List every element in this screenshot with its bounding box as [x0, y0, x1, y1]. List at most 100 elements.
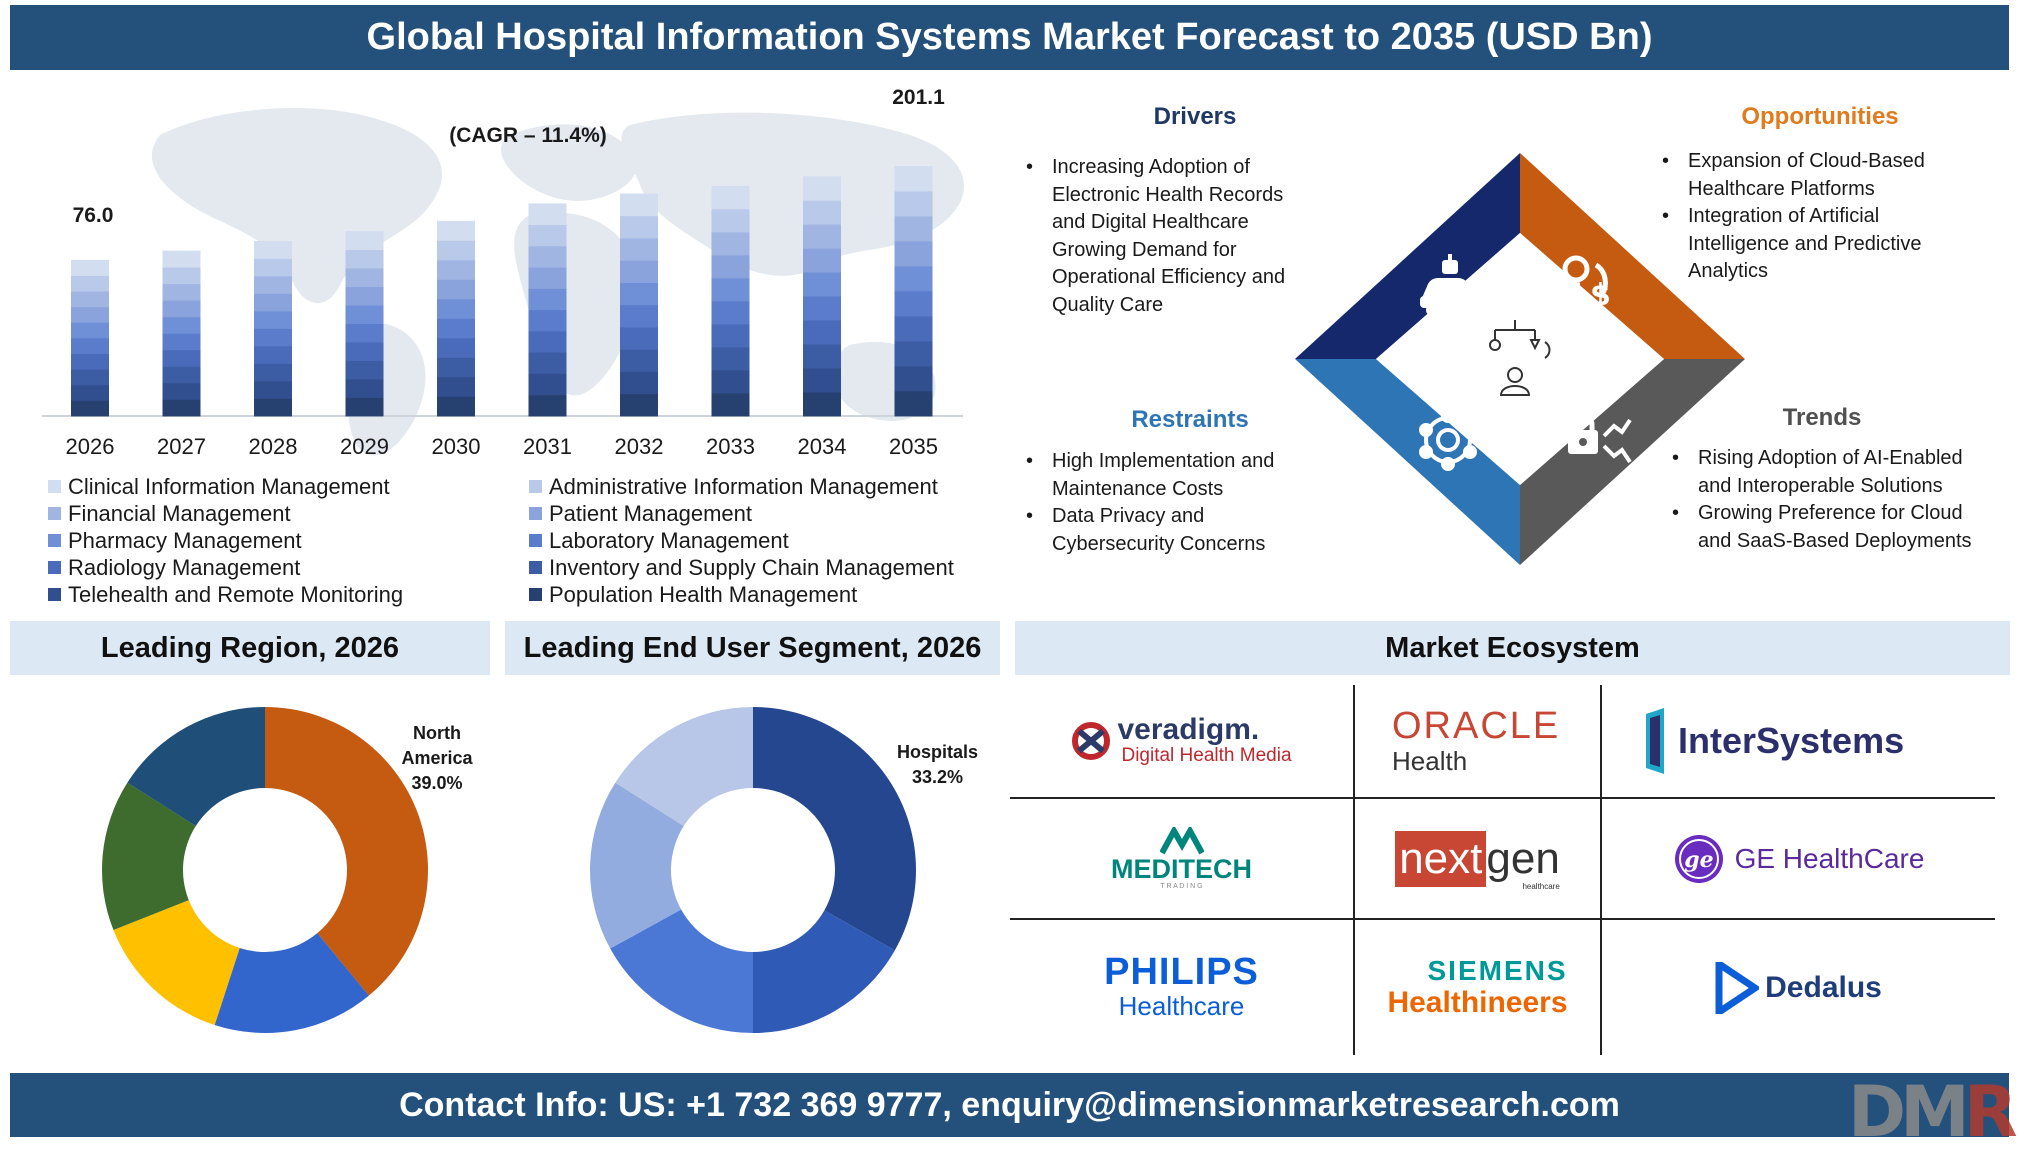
bar-segment [894, 191, 933, 217]
person-idea-icon [1489, 320, 1551, 396]
bar-2027 [162, 250, 201, 417]
bar-segment [803, 200, 841, 225]
grid-divider [1010, 797, 1995, 799]
bar-segment [71, 337, 109, 354]
bar-segment [71, 306, 109, 323]
siemens-sub: Healthineers [1387, 985, 1568, 1019]
legend-label: Administrative Information Management [549, 474, 938, 499]
restraint-line: Data Privacy and [1052, 505, 1205, 527]
bar-segment [345, 397, 384, 417]
bar-segment [162, 316, 201, 334]
bar-segment [620, 304, 658, 328]
meditech-mark-icon [1159, 827, 1204, 855]
philips-name: PHILIPS [1104, 951, 1259, 993]
bar-segment [71, 259, 109, 276]
legend-item-pharmacy: Pharmacy Management [48, 527, 403, 554]
veradigm-mark-icon [1072, 722, 1111, 760]
bar-segment [711, 277, 750, 302]
bar-segment [528, 267, 567, 289]
legend-item-clinical: Clinical Information Management [48, 473, 403, 500]
drivers-diamond: $ [1295, 153, 1745, 565]
bar-segment [894, 241, 933, 267]
donut-slice-4 [127, 707, 266, 827]
trend-item: Growing Preference for Cloud and SaaS-Ba… [1668, 500, 1972, 555]
opportunities-title: Opportunities [1741, 103, 1899, 130]
region-highlight-label: North America 39.0% [392, 721, 482, 796]
x-tick-label: 2031 [523, 434, 572, 459]
legend-item-population: Population Health Management [529, 581, 954, 608]
region-label-line1: North [413, 723, 461, 743]
end-user-highlight-label: Hospitals 33.2% [890, 740, 985, 790]
legend-label: Telehealth and Remote Monitoring [68, 582, 404, 607]
bar-segment [345, 323, 384, 343]
total-value-label: 76.0 [73, 204, 114, 227]
bar-segment [254, 380, 292, 399]
bar-segment [620, 393, 658, 417]
dmr-logo-part-b: R [1963, 1071, 2018, 1153]
legend-left: Clinical Information Management Financia… [48, 473, 403, 608]
bar-segment [162, 300, 201, 318]
opportunity-line: Expansion of Cloud-Based [1688, 150, 1925, 172]
cagr-annotation: (CAGR – 11.4%) [449, 124, 607, 147]
bar-2032 [620, 193, 658, 417]
end-user-donut-chart [590, 707, 916, 1033]
donut-slice-1 [214, 933, 369, 1033]
drivers-title: Drivers [1153, 103, 1237, 130]
legend-label: Radiology Management [68, 555, 301, 580]
x-tick-label: 2028 [249, 434, 298, 459]
legend-label: Financial Management [68, 501, 291, 526]
robot-car-icon [1420, 254, 1476, 316]
legend-item-administrative: Administrative Information Management [529, 473, 954, 500]
gear-network-icon [1419, 409, 1477, 471]
donut-slice-0 [753, 707, 916, 951]
bar-segment [162, 399, 201, 417]
grid-divider [1600, 685, 1602, 1055]
bar-segment [162, 349, 201, 367]
bar-segment [528, 394, 567, 417]
logo-oracle: ORACLE Health [1355, 685, 1600, 797]
bar-segment [711, 254, 750, 279]
bar-segment [711, 323, 750, 348]
grid-divider [1010, 918, 1995, 920]
end-user-value-label: 33.2% [911, 767, 964, 787]
x-tick-label: 2035 [889, 434, 938, 459]
bar-segment [711, 369, 750, 394]
nextgen-part-b: gen [1486, 833, 1560, 883]
bar-segment [894, 316, 933, 342]
bar-segment [254, 310, 292, 329]
legend-swatch [529, 480, 542, 493]
trend-line: and Interoperable Solutions [1698, 474, 1943, 497]
bar-segment [528, 224, 567, 247]
end-user-label-line1: Hospitals [896, 742, 979, 762]
x-tick-label: 2026 [66, 434, 115, 459]
trend-line: and SaaS-Based Deployments [1698, 529, 1972, 552]
bar-segment [437, 396, 475, 417]
legend-item-radiology: Radiology Management [48, 554, 403, 581]
bar-segment [254, 293, 292, 312]
bar-segment [254, 258, 292, 277]
dedalus-name: Dedalus [1765, 970, 1882, 1004]
legend-label: Pharmacy Management [68, 528, 302, 553]
legend-right: Administrative Information Management Pa… [529, 473, 954, 608]
dmr-logo: DMR [1848, 1071, 2018, 1153]
restraint-item: Data Privacy and Cybersecurity Concerns [1022, 503, 1274, 558]
bar-segment [345, 268, 384, 287]
donut-slice-3 [102, 782, 196, 931]
legend-swatch [48, 534, 61, 547]
region-donut-chart [102, 707, 428, 1033]
veradigm-sub: Digital Health Media [1121, 745, 1292, 766]
bar-segment [803, 176, 841, 201]
logo-nextgen: next gen healthcare [1355, 799, 1600, 918]
bar-segment [528, 352, 567, 374]
driver-line: Growing Demand for [1052, 238, 1237, 261]
driver-line: Increasing Adoption of [1052, 156, 1250, 178]
donut-slice-2 [610, 909, 753, 1033]
bar-segment [71, 369, 109, 386]
bar-segment [711, 185, 750, 210]
bar-segment [162, 283, 201, 301]
siemens-name: SIEMENS [1427, 954, 1568, 986]
bar-segment [437, 240, 475, 261]
bar-segment [528, 373, 567, 396]
legend-item-patient: Patient Management [529, 500, 954, 527]
legend-swatch [48, 588, 61, 601]
